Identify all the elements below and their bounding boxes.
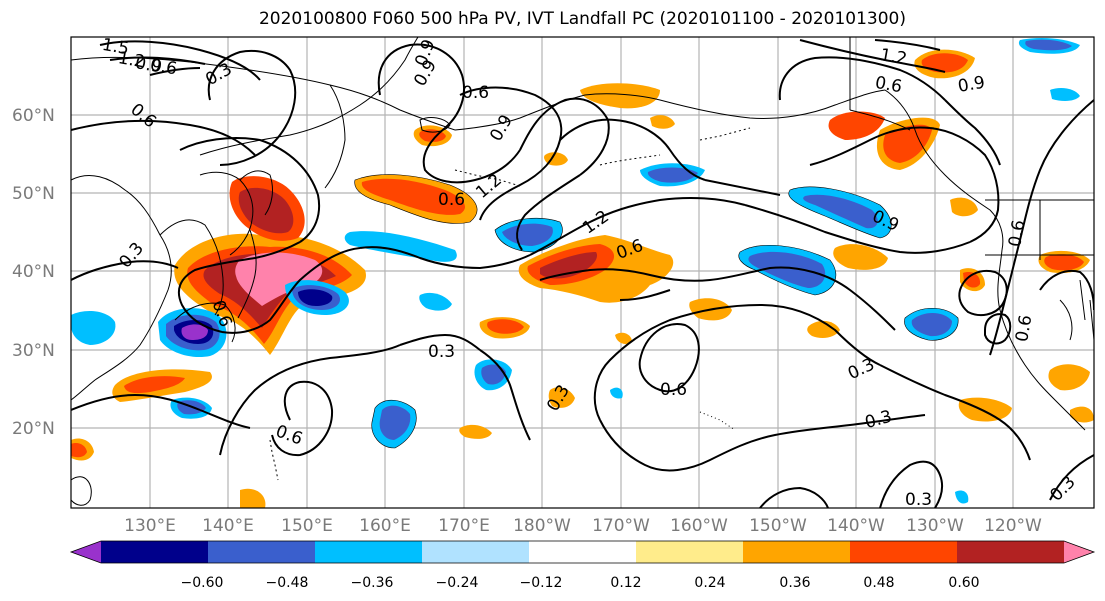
colorbar-segment [957,541,1065,563]
lon-label: 160°W [670,516,728,536]
colorbar-segment [315,541,423,563]
lat-label-50n: 50°N [12,184,55,204]
lon-label: 150°E [281,516,333,536]
colorbar-tick-label: −0.36 [351,575,394,591]
lon-label: 170°E [438,516,490,536]
colorbar-segment [422,541,530,563]
contour-label: 0.3 [905,490,932,510]
contour-label: 1.2 [878,45,908,69]
map-frame [70,36,1095,509]
lon-label: 130°W [906,516,964,536]
contour-label: 0.6 [660,380,687,400]
colorbar-tick-label: −0.48 [266,575,309,591]
lon-label: 170°W [592,516,650,536]
colorbar-extend-low [71,541,101,563]
lat-label-40n: 40°N [12,262,55,282]
colorbar-tick-label: 0.36 [779,575,810,591]
colorbar-segment [208,541,316,563]
lon-label: 140°W [827,516,885,536]
lon-label: 140°E [202,516,254,536]
colorbar-extend-high [1064,541,1094,563]
colorbar-tick-label: 0.48 [863,575,894,591]
colorbar-segment [101,541,209,563]
contour-label: 0.6 [1005,218,1029,248]
lat-label-60n: 60°N [12,106,55,126]
lon-label: 120°W [984,516,1042,536]
contour-label: 1.5 [100,35,130,59]
colorbar-segment [850,541,958,563]
lon-label: 130°E [124,516,176,536]
contour-label: 0.6 [462,83,489,103]
colorbar-tick-label: 0.60 [948,575,979,591]
lat-label-20n: 20°N [12,419,55,439]
contour-label: 0.3 [428,342,455,362]
longitude-labels: 130°E 140°E 150°E 160°E 170°E 180°W 170°… [124,516,1042,536]
contour-label: 0.6 [148,55,178,79]
colorbar-tick-label: −0.60 [181,575,224,591]
lon-label: 150°W [749,516,807,536]
lon-label: 180°W [513,516,571,536]
colorbar-tick-label: −0.24 [436,575,479,591]
contour-label: 0.9 [133,53,163,77]
colorbar-tick-label: −0.12 [520,575,563,591]
contour-label: 1.2 [116,48,146,72]
map-title: 2020100800 F060 500 hPa PV, IVT Landfall… [258,9,906,29]
colorbar [69,540,1096,564]
colorbar-segment [743,541,851,563]
lon-label: 160°E [359,516,411,536]
latitude-labels: 60°N 50°N 40°N 30°N 20°N [12,106,55,439]
shading-outlines [354,174,959,449]
contour-label: 0.6 [438,190,465,210]
pv-contours [71,39,1094,508]
colorbar-segment [636,541,744,563]
colorbar-outline [69,540,1096,564]
colorbar-ticks: −0.60 −0.48 −0.36 −0.24 −0.12 0.12 0.24 … [181,575,980,591]
colorbar-tick-label: 0.12 [610,575,641,591]
contour-label: 0.9 [956,73,986,97]
colorbar-tick-label: 0.24 [694,575,725,591]
colorbar-segment [529,541,637,563]
contour-label: 0.6 [873,73,903,97]
contour-label: 0.6 [1012,313,1036,343]
pv-shading [71,37,1094,508]
lat-label-30n: 30°N [12,341,55,361]
